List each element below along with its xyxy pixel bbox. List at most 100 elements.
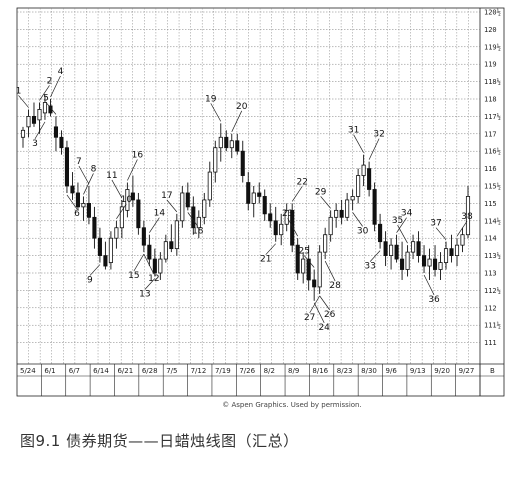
annotation-label: 3: [32, 139, 38, 149]
y-tick-label: 116: [484, 165, 497, 173]
candle-body-white: [279, 223, 284, 236]
candle-body-black: [169, 241, 174, 250]
x-tick-label: 9/27: [459, 367, 475, 375]
candle-body-white: [460, 234, 465, 246]
candle-body-black: [422, 255, 427, 267]
candle-body-white: [334, 209, 339, 218]
annotation-label: 20: [236, 102, 248, 112]
candle-body-black: [367, 168, 372, 190]
x-tick-label: 8/2: [264, 367, 275, 375]
annotation-arrow: [352, 212, 363, 227]
x-tick-label: 6/1: [44, 367, 55, 375]
x-tick-label: 7/26: [239, 367, 255, 375]
candle-body-white: [158, 258, 163, 274]
candle: [465, 186, 471, 239]
candle-body-black: [64, 147, 69, 187]
y-tick-label: 115: [484, 200, 497, 208]
candle: [367, 161, 372, 197]
annotation-arrow: [34, 121, 46, 140]
candle-body-white: [323, 234, 328, 253]
candle: [207, 161, 212, 207]
x-tick-label: 6/7: [69, 367, 80, 375]
candle-body-black: [141, 227, 146, 246]
candle: [196, 210, 201, 239]
candle-body-white: [251, 192, 256, 204]
y-tick-label: 119½: [484, 43, 501, 51]
candle: [339, 199, 344, 225]
candle: [356, 168, 361, 204]
candle: [70, 172, 75, 200]
annotation-arrow: [456, 221, 468, 237]
candle: [427, 248, 432, 280]
candle: [301, 252, 306, 284]
annotation-label: 15: [128, 271, 139, 281]
candle-body-black: [372, 189, 377, 225]
candle: [75, 182, 80, 211]
candle-body-white: [202, 199, 207, 218]
x-tick-label: 9/20: [434, 367, 450, 375]
candle-body-black: [92, 216, 97, 239]
annotation-label: 37: [430, 219, 441, 229]
candle-body-black: [97, 237, 102, 256]
candle-body-white: [81, 202, 86, 208]
candle: [53, 116, 59, 152]
candle-body-white: [229, 140, 234, 149]
annotation-arrow: [397, 224, 408, 244]
candle-body-white: [196, 216, 201, 229]
candle-body-white: [465, 196, 471, 236]
candle-body-white: [405, 251, 410, 270]
x-tick-label: 9/13: [410, 367, 426, 375]
candle-body-white: [163, 241, 168, 260]
candle: [279, 213, 284, 246]
candle-body-black: [59, 136, 64, 149]
annotation-label: 8: [91, 164, 97, 174]
candle: [262, 189, 267, 221]
candle-body-white: [345, 199, 350, 218]
annotation-label: 1: [16, 86, 22, 96]
annotation-label: 21: [260, 255, 271, 265]
candle: [284, 203, 289, 232]
candle-body-black: [240, 150, 245, 176]
candle: [383, 231, 388, 267]
annotation-label: 31: [348, 126, 359, 136]
annotation-label: 29: [315, 187, 327, 197]
annotation-arrow: [309, 295, 320, 314]
candle: [114, 220, 119, 249]
candle-body-black: [152, 258, 157, 274]
candle-body-white: [37, 109, 42, 121]
candle: [108, 231, 113, 270]
candle-body-black: [70, 185, 75, 194]
x-tick-label: 6/28: [142, 367, 158, 375]
candle-body-white: [443, 248, 449, 263]
candle: [251, 186, 256, 218]
x-tick-label: 8/9: [288, 367, 299, 375]
candle-body-black: [136, 199, 141, 229]
annotation-arrow: [353, 134, 364, 153]
candle-body-black: [262, 196, 267, 215]
y-tick-label: 111: [484, 339, 497, 347]
annotation-arrow: [78, 165, 90, 185]
candle-body-white: [180, 192, 185, 222]
annotation-label: 17: [161, 191, 172, 201]
candle-body-white: [389, 244, 394, 257]
candle-body-black: [312, 279, 317, 288]
candle: [141, 220, 146, 253]
annotation-arrow: [287, 218, 298, 237]
candle-body-white: [350, 196, 355, 201]
candle-body-black: [306, 258, 311, 281]
candle-body-white: [454, 244, 460, 257]
candle-body-white: [317, 251, 322, 288]
y-tick-label: 111½: [484, 322, 501, 330]
candle: [130, 175, 135, 207]
candle-body-white: [328, 216, 333, 236]
candle-body-white: [361, 164, 366, 176]
candle: [125, 182, 130, 218]
x-tick-label: 6/14: [93, 367, 109, 375]
candle: [411, 234, 416, 260]
annotation-arrow: [187, 212, 199, 227]
candle: [235, 133, 240, 155]
candle-body-white: [213, 147, 218, 173]
x-tick-label: 6/21: [117, 367, 133, 375]
